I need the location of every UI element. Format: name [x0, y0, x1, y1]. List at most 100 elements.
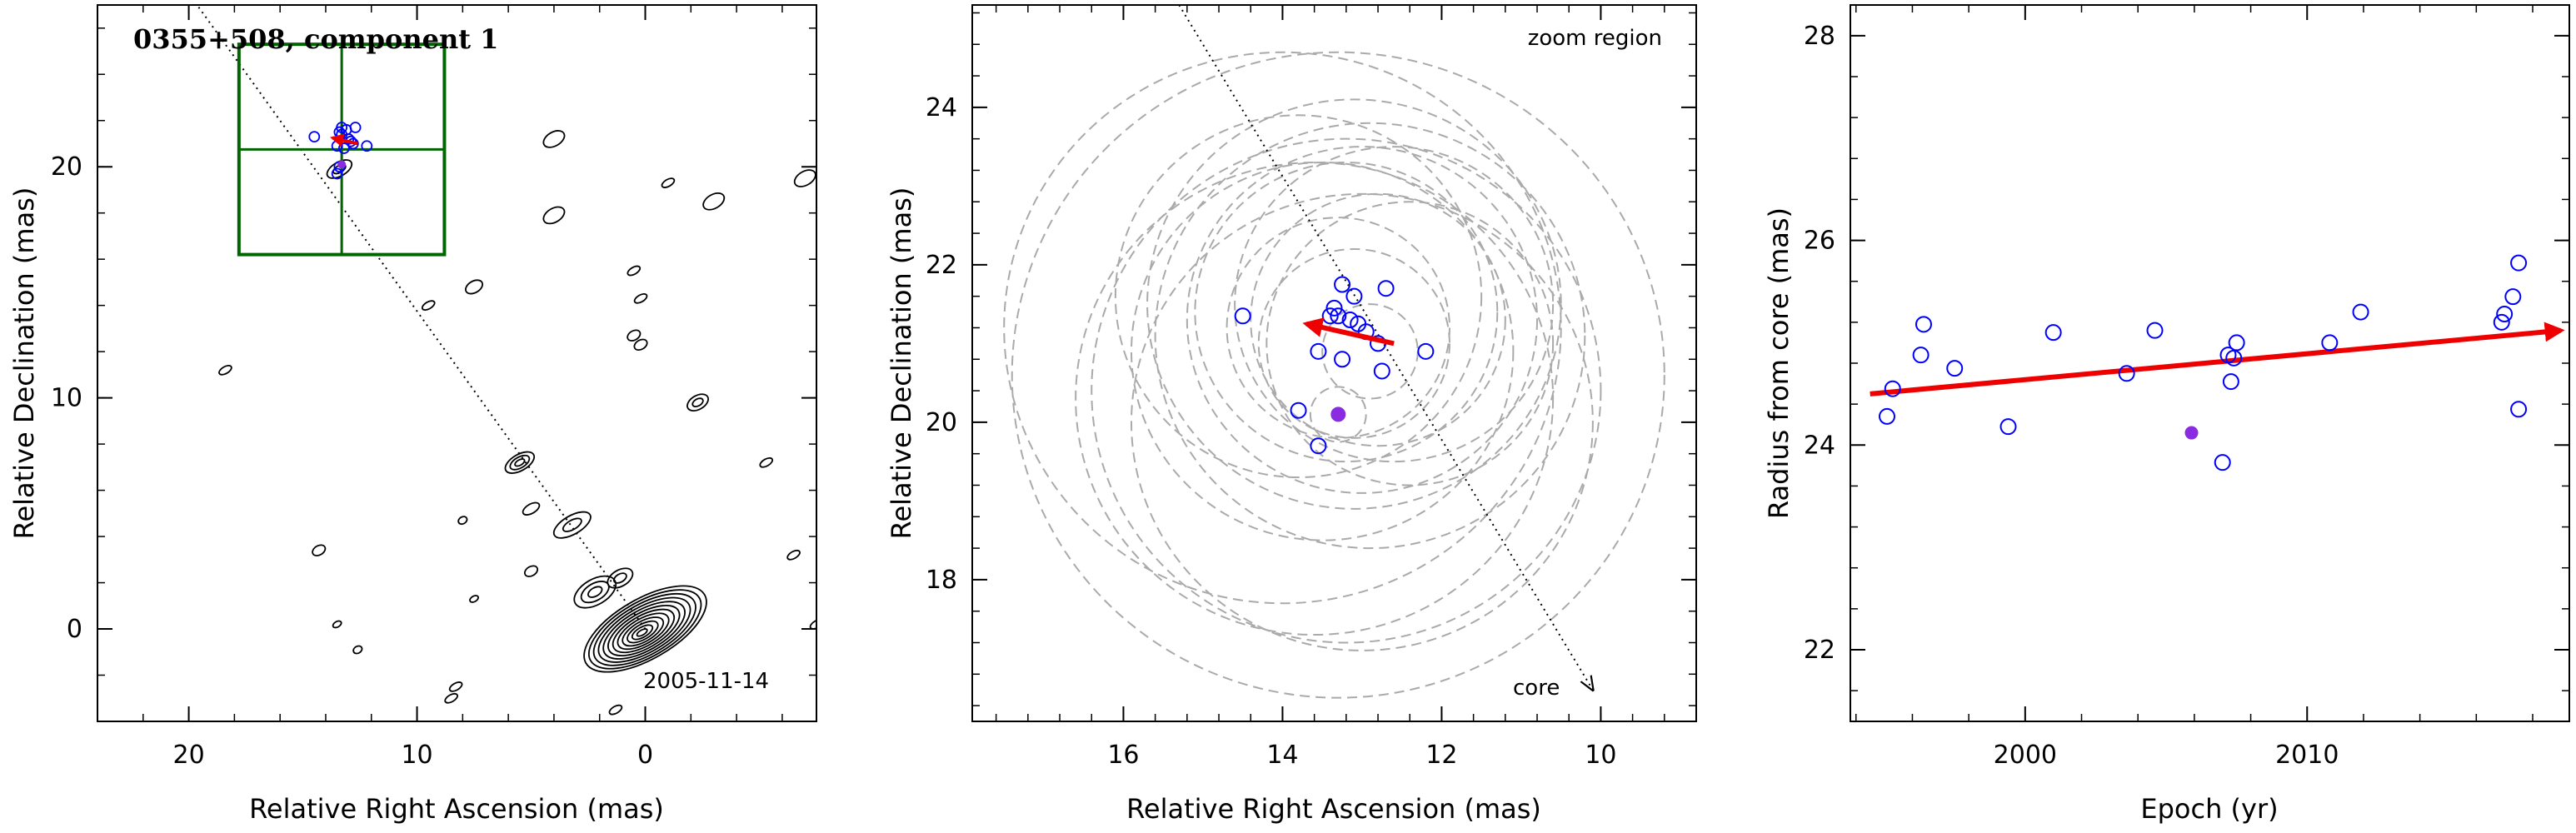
panel-zoom-frame	[971, 4, 1697, 722]
knot-contour	[702, 192, 726, 211]
component-point	[1290, 402, 1307, 419]
x-tick-label: 16	[1107, 741, 1139, 770]
epoch-label: 2005-11-14	[643, 669, 769, 694]
radius-point	[2321, 334, 2339, 352]
radius-point	[2510, 401, 2528, 418]
error-circle	[1011, 51, 1665, 699]
core-contour	[617, 612, 670, 651]
radius-point	[2493, 313, 2510, 331]
y-tick-label: 28	[1804, 22, 1835, 51]
error-circle	[1186, 146, 1539, 494]
knot-contour	[627, 265, 642, 277]
y-tick-label: 10	[51, 384, 82, 413]
knot-contour	[562, 517, 582, 532]
knot-contour	[607, 567, 634, 589]
zoom-annotation: zoom region	[1528, 26, 1662, 51]
knot-contour	[786, 549, 801, 561]
knot-contour	[691, 397, 704, 408]
knot-contour	[522, 501, 541, 516]
component-point	[1373, 362, 1390, 380]
y-tick-label: 24	[1804, 431, 1835, 460]
radius-point	[2146, 322, 2164, 339]
knot-contour	[448, 681, 463, 692]
component-point	[1341, 312, 1359, 329]
zoom-content	[1003, 5, 1665, 699]
motion-arrow	[330, 133, 358, 147]
trend-arrow	[1870, 322, 2565, 397]
map-content	[196, 5, 816, 716]
radius-point	[2510, 254, 2528, 272]
map-title: 0355+508, component 1	[133, 23, 498, 55]
map-x-axis-title: Relative Right Ascension (mas)	[249, 793, 664, 825]
core-contour	[607, 604, 681, 657]
radius-x-axis-title: Epoch (yr)	[2140, 793, 2278, 825]
core-contour	[631, 624, 654, 641]
component-point	[1321, 307, 1339, 325]
radius-point	[2214, 454, 2231, 471]
knot-contour	[444, 692, 458, 704]
radius-ticks: 2000 2010 22 24 26 28	[1804, 5, 2569, 770]
map-ticks: 20 10 0 0 10 20	[51, 5, 816, 770]
knot-contour	[608, 704, 623, 716]
y-tick-label: 20	[926, 408, 957, 437]
y-tick-label: 0	[67, 615, 82, 644]
knot-contour	[457, 516, 468, 526]
knot-contour	[352, 645, 363, 655]
zoom-ticks: 16 14 12 10 18 20 22 24	[926, 5, 1697, 770]
error-circle	[1075, 162, 1555, 636]
knot-contour	[421, 300, 436, 312]
knot-contour	[332, 620, 342, 629]
component-point	[308, 131, 321, 143]
core-contour	[636, 628, 648, 637]
highlight-point	[2184, 426, 2199, 440]
radius-point	[2352, 303, 2369, 321]
knot-contour	[524, 565, 539, 577]
panel-map-frame	[97, 4, 817, 722]
error-circle	[1194, 162, 1499, 463]
jet-direction-line	[196, 5, 646, 630]
radius-point	[1999, 418, 2017, 436]
radius-point	[1884, 380, 1901, 397]
error-circle	[1130, 192, 1594, 651]
component-point	[347, 137, 359, 150]
radius-content	[1870, 254, 2565, 471]
x-tick-label: 20	[172, 741, 204, 770]
core-contour	[583, 585, 707, 673]
zoom-x-axis-title: Relative Right Ascension (mas)	[1126, 793, 1541, 825]
error-circle	[1309, 386, 1367, 443]
panel-zoom: 16 14 12 10 18 20 22 24 zoom region core Relati…	[886, 4, 1697, 825]
knot-contour	[218, 364, 232, 376]
component-point	[1310, 342, 1327, 360]
component-point	[1325, 299, 1343, 317]
zoom-y-axis-title: Relative Declination (mas)	[886, 187, 917, 540]
knot-contour	[633, 338, 648, 352]
knot-contour	[793, 169, 816, 187]
knot-contour	[627, 329, 642, 342]
x-tick-label: 0	[637, 741, 653, 770]
core-contour	[597, 596, 691, 663]
y-tick-label: 20	[51, 152, 82, 182]
core-contour	[602, 601, 686, 660]
error-circle	[1146, 98, 1562, 510]
component-point	[331, 167, 343, 180]
component-point	[1334, 276, 1351, 293]
error-circle	[1091, 137, 1602, 644]
radius-point	[2044, 324, 2062, 342]
error-circle	[1114, 114, 1483, 479]
core-label: core	[1513, 676, 1560, 701]
knot-contour	[504, 451, 536, 474]
radius-point	[2222, 373, 2239, 391]
knot-contour	[552, 511, 592, 539]
radius-point	[2225, 349, 2243, 367]
y-tick-label: 22	[1804, 636, 1835, 665]
component-point	[1377, 280, 1395, 297]
knot-contour	[573, 575, 617, 609]
radius-point	[2118, 365, 2135, 382]
knot-contour	[469, 595, 479, 603]
x-tick-label: 12	[1425, 741, 1457, 770]
component-point	[1417, 342, 1435, 360]
x-tick-label: 14	[1266, 741, 1298, 770]
y-tick-label: 24	[926, 93, 957, 122]
error-circle	[1257, 247, 1450, 439]
